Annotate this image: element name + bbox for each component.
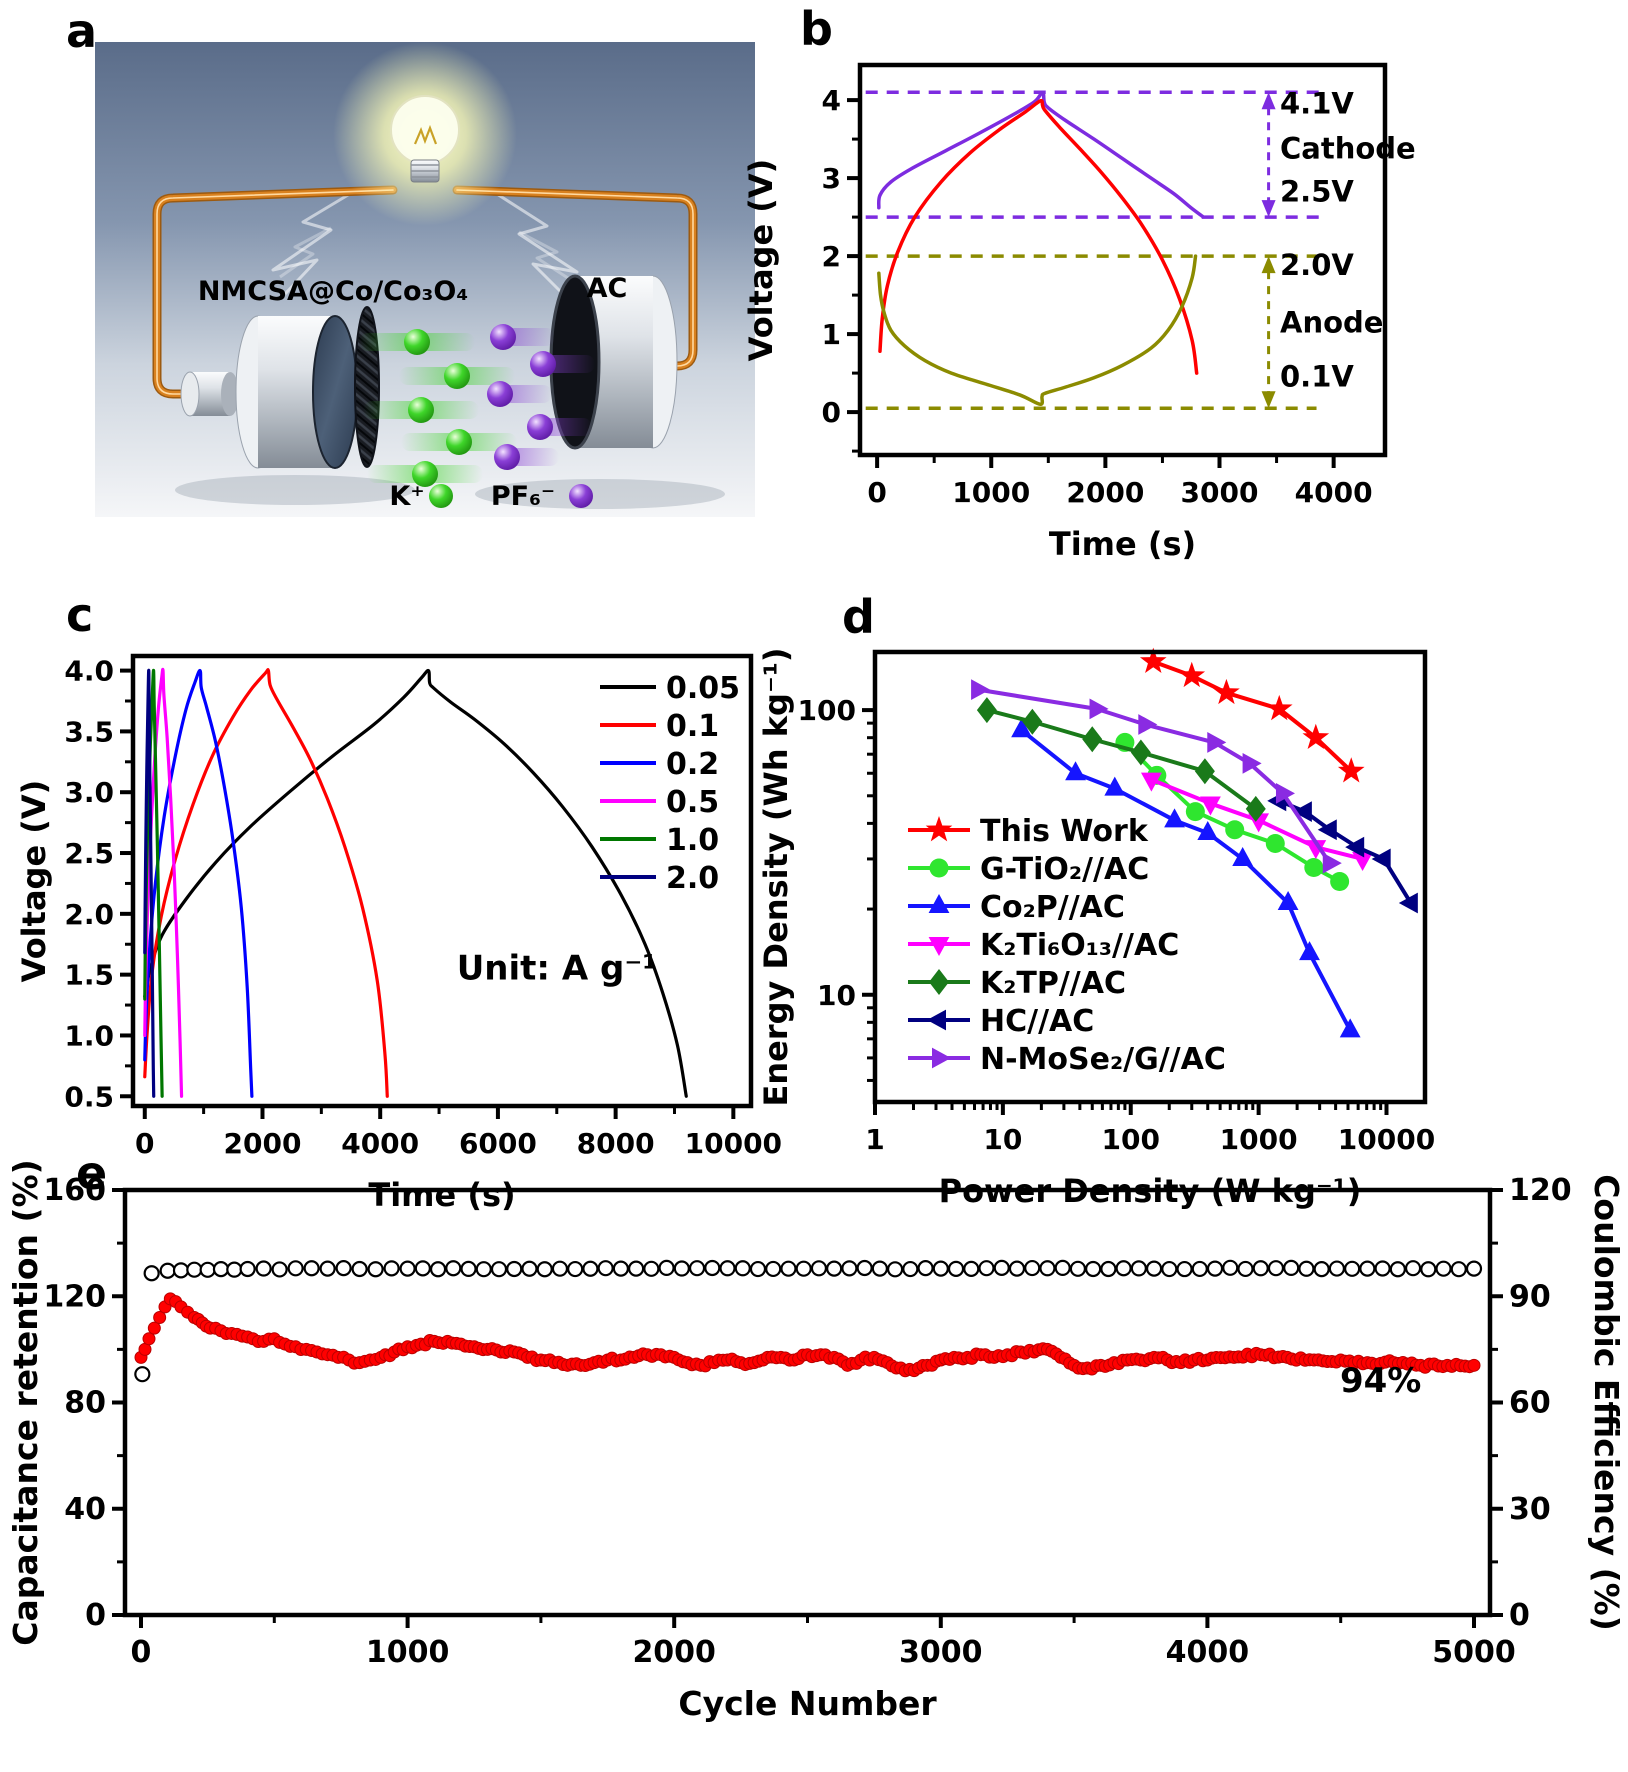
svg-text:K⁺: K⁺ <box>389 481 424 512</box>
svg-text:3000: 3000 <box>1181 476 1259 509</box>
svg-text:2.0V: 2.0V <box>1280 248 1354 282</box>
svg-text:This Work: This Work <box>980 814 1149 849</box>
svg-text:160: 160 <box>43 1173 106 1208</box>
svg-text:K₂Ti₆O₁₃//AC: K₂Ti₆O₁₃//AC <box>980 928 1179 963</box>
chart-voltage-vs-time-cathode-anode: 0 1000 2000 3000 4000 0 1 2 3 4 Time (s) Voltage (V… <box>742 62 1416 563</box>
svg-text:1000: 1000 <box>366 1635 450 1670</box>
svg-text:K₂TP//AC: K₂TP//AC <box>980 966 1126 1001</box>
svg-text:0.5: 0.5 <box>666 785 719 820</box>
svg-text:6000: 6000 <box>459 1127 537 1160</box>
svg-text:3.5: 3.5 <box>64 715 114 748</box>
svg-text:4000: 4000 <box>341 1127 419 1160</box>
panel-b-label: b <box>800 2 833 56</box>
svg-text:Voltage (V): Voltage (V) <box>742 159 780 362</box>
svg-text:2000: 2000 <box>632 1635 716 1670</box>
svg-text:Time (s): Time (s) <box>1049 525 1196 563</box>
svg-text:Unit: A g⁻¹: Unit: A g⁻¹ <box>457 949 657 989</box>
svg-text:80: 80 <box>64 1386 106 1421</box>
svg-text:HC//AC: HC//AC <box>980 1004 1094 1039</box>
svg-text:4.1V: 4.1V <box>1280 86 1354 120</box>
svg-text:2000: 2000 <box>224 1127 302 1160</box>
svg-text:0.2: 0.2 <box>666 747 719 782</box>
chart-gcd-rate-curves: 0 2000 4000 6000 8000 100000.51.01.52.02.53.0… <box>15 653 782 1214</box>
svg-text:60: 60 <box>1509 1386 1551 1421</box>
svg-text:0: 0 <box>85 1598 106 1633</box>
svg-text:N-MoSe₂/G//AC: N-MoSe₂/G//AC <box>980 1042 1226 1077</box>
panel-c-label: c <box>66 588 94 642</box>
svg-text:2.0: 2.0 <box>64 898 114 931</box>
svg-text:2.0: 2.0 <box>666 861 719 896</box>
svg-text:100: 100 <box>1102 1123 1160 1156</box>
svg-text:1000: 1000 <box>952 476 1030 509</box>
svg-text:Coulombic Efficiency (%): Coulombic Efficiency (%) <box>1587 1174 1626 1631</box>
svg-text:0.1: 0.1 <box>666 709 719 744</box>
chart-cycling-stability: 0 1000 2000 3000 4000 50000408012016003060901… <box>6 1159 1626 1723</box>
svg-text:0.1V: 0.1V <box>1280 359 1354 393</box>
svg-text:2.5V: 2.5V <box>1280 175 1354 209</box>
svg-text:2000: 2000 <box>1066 476 1144 509</box>
svg-text:30: 30 <box>1509 1492 1551 1527</box>
svg-text:8000: 8000 <box>577 1127 655 1160</box>
svg-text:3000: 3000 <box>899 1635 983 1670</box>
svg-text:0.05: 0.05 <box>666 671 740 706</box>
svg-text:4000: 4000 <box>1166 1635 1250 1670</box>
svg-text:10: 10 <box>983 1123 1022 1156</box>
panel-a-label: a <box>66 4 98 58</box>
panel-d-label: d <box>842 590 875 644</box>
svg-text:Capacitance retention (%): Capacitance retention (%) <box>6 1159 45 1646</box>
svg-text:120: 120 <box>1509 1173 1572 1208</box>
svg-text:0: 0 <box>135 1127 154 1160</box>
svg-text:10000: 10000 <box>1338 1123 1435 1156</box>
svg-text:Energy Density (Wh kg⁻¹): Energy Density (Wh kg⁻¹) <box>757 648 795 1107</box>
svg-text:1000: 1000 <box>1220 1123 1298 1156</box>
svg-text:120: 120 <box>43 1279 106 1314</box>
svg-text:2.5: 2.5 <box>64 837 114 870</box>
svg-text:1.5: 1.5 <box>64 959 114 992</box>
svg-text:1: 1 <box>865 1123 884 1156</box>
svg-text:100: 100 <box>798 694 856 727</box>
svg-text:0: 0 <box>1509 1598 1530 1633</box>
svg-text:PF₆⁻: PF₆⁻ <box>491 481 555 512</box>
svg-text:40: 40 <box>64 1492 106 1527</box>
svg-text:Time (s): Time (s) <box>368 1176 515 1214</box>
svg-text:2: 2 <box>822 240 841 273</box>
svg-text:3: 3 <box>822 162 841 195</box>
svg-text:0: 0 <box>867 476 886 509</box>
svg-text:1.0: 1.0 <box>64 1019 114 1052</box>
panel-e-label: e <box>76 1146 108 1200</box>
svg-text:4.0: 4.0 <box>64 655 114 688</box>
svg-text:0.5: 0.5 <box>64 1080 114 1113</box>
svg-text:10000: 10000 <box>685 1127 782 1160</box>
svg-text:NMCSA@Co/Co₃O₄: NMCSA@Co/Co₃O₄ <box>198 276 468 307</box>
svg-text:G-TiO₂//AC: G-TiO₂//AC <box>980 852 1149 887</box>
svg-text:4000: 4000 <box>1295 476 1373 509</box>
svg-text:Co₂P//AC: Co₂P//AC <box>980 890 1125 925</box>
svg-text:90: 90 <box>1509 1279 1551 1314</box>
svg-text:10: 10 <box>817 979 856 1012</box>
device-schematic-illustration: NMCSA@Co/Co₃O₄ AC K⁺ PF₆⁻ <box>95 42 755 517</box>
svg-text:Cathode: Cathode <box>1280 132 1416 166</box>
svg-text:94%: 94% <box>1340 1361 1421 1401</box>
svg-text:0: 0 <box>822 396 841 429</box>
svg-text:AC: AC <box>587 273 628 304</box>
svg-text:4: 4 <box>822 84 841 117</box>
svg-text:Anode: Anode <box>1280 306 1383 340</box>
svg-text:Cycle Number: Cycle Number <box>678 1684 937 1723</box>
svg-text:Voltage (V): Voltage (V) <box>15 780 53 983</box>
svg-text:1.0: 1.0 <box>666 823 719 858</box>
svg-text:3.0: 3.0 <box>64 776 114 809</box>
svg-text:1: 1 <box>822 318 841 351</box>
svg-text:5000: 5000 <box>1432 1635 1516 1670</box>
svg-text:0: 0 <box>131 1635 152 1670</box>
